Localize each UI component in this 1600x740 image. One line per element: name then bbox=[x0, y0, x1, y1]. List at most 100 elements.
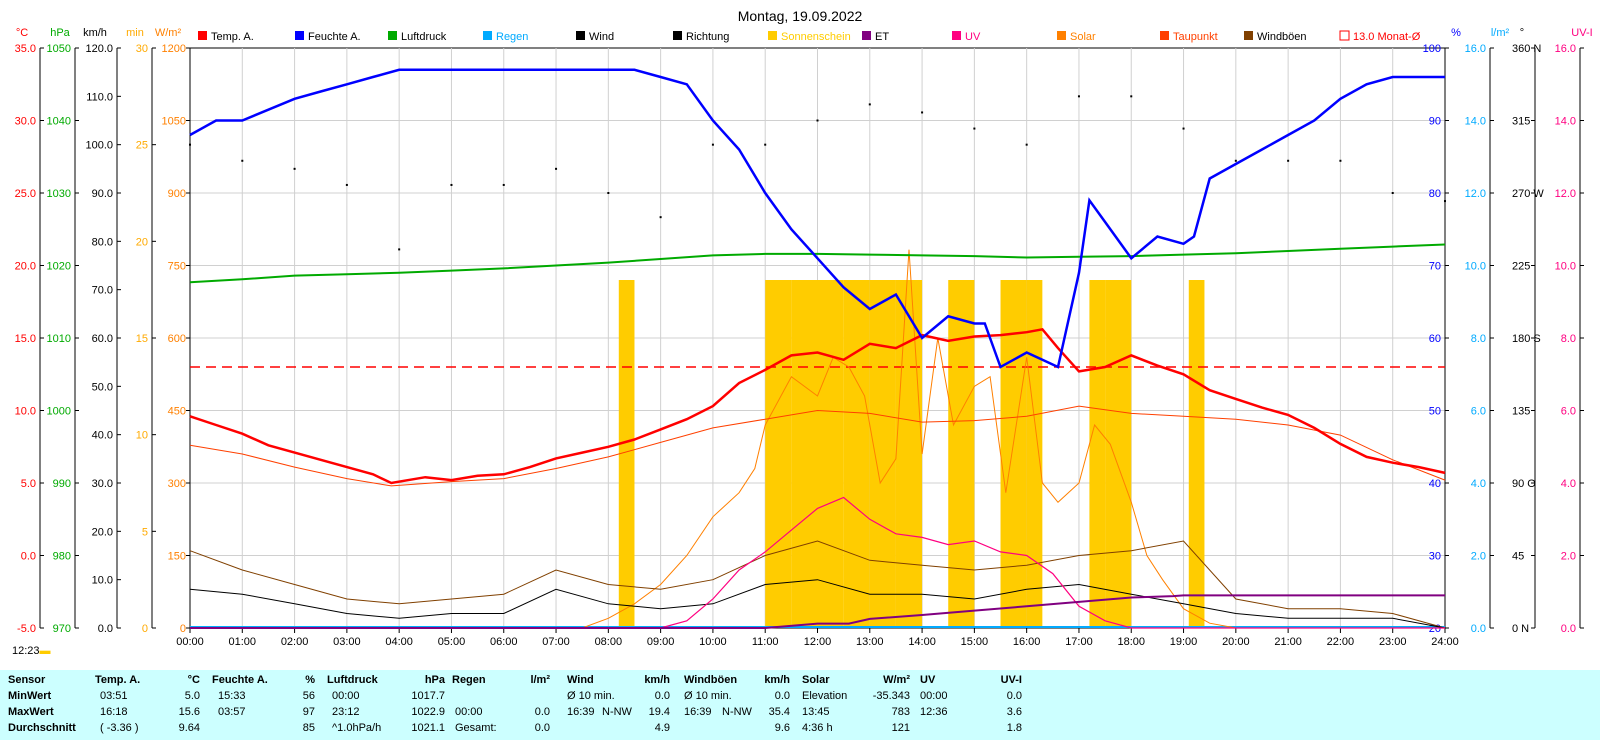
stats-value-uv: 0.0 bbox=[1006, 690, 1022, 702]
axis-tick-label-solar: 300 bbox=[168, 478, 186, 490]
direction-point bbox=[1025, 143, 1028, 146]
axis-tick-label-temp: 5.0 bbox=[21, 478, 36, 490]
axis-tick-label-uv: 4.0 bbox=[1561, 478, 1576, 490]
stats-unit-hum: % bbox=[305, 674, 315, 686]
axis-tick-label-temp: 10.0 bbox=[15, 406, 36, 418]
x-tick-label: 10:00 bbox=[699, 636, 727, 648]
axis-tick-label-wind: 60.0 bbox=[92, 333, 113, 345]
axis-tick-label-sun: 20 bbox=[136, 236, 148, 248]
x-tick-label: 06:00 bbox=[490, 636, 518, 648]
legend-swatch bbox=[862, 31, 871, 40]
axis-tick-label-wind: 40.0 bbox=[92, 430, 113, 442]
current-time-marker: 12:23▬ bbox=[12, 645, 51, 657]
stats-time-rain: Gesamt: bbox=[455, 722, 497, 734]
axis-tick-label-wind: 110.0 bbox=[86, 91, 113, 103]
temperature-line bbox=[189, 327, 1446, 485]
axis-tick-label-hum: 50 bbox=[1429, 406, 1441, 418]
axis-tick-label-press: 1020 bbox=[47, 261, 71, 273]
wind-line bbox=[189, 579, 1446, 629]
direction-point bbox=[1391, 192, 1394, 194]
axis-tick-label-dir: 45 bbox=[1512, 551, 1524, 563]
axis-unit-dir: ° bbox=[1520, 27, 1524, 39]
stats-time-rain: 00:00 bbox=[455, 706, 483, 718]
series bbox=[189, 68, 1446, 629]
axis-unit-uv: UV-I bbox=[1571, 27, 1592, 39]
axis-unit-solar: W/m² bbox=[155, 27, 182, 39]
axis-tick-label-solar: 450 bbox=[168, 406, 186, 418]
x-tick-label: 18:00 bbox=[1117, 636, 1145, 648]
axis-tick-label-temp: 0.0 bbox=[21, 551, 36, 563]
axis-tick-label-dir: 315 bbox=[1512, 116, 1530, 128]
weather-chart: Montag, 19.09.2022 00:00 01:00 02:00 03:00 0… bbox=[15, 8, 1593, 648]
axis-tick-label-uv: 8.0 bbox=[1561, 333, 1576, 345]
legend-swatch bbox=[198, 31, 207, 40]
axis-tick-label-solar: 1200 bbox=[162, 43, 186, 55]
x-tick-label: 16:00 bbox=[1013, 636, 1041, 648]
stats-unit-gust: km/h bbox=[764, 674, 790, 686]
stats-value-gust: 9.6 bbox=[774, 722, 790, 734]
stats-time-temp: 16:18 bbox=[100, 706, 128, 718]
axis-unit-sun: min bbox=[126, 27, 144, 39]
legend-swatch bbox=[1244, 31, 1253, 40]
stats-value-rain: 0.0 bbox=[534, 722, 550, 734]
stats-value-gust: 0.0 bbox=[774, 690, 790, 702]
direction-point bbox=[1182, 127, 1185, 130]
axis-tick-label-uv: 12.0 bbox=[1555, 188, 1576, 200]
sunshine-bar bbox=[791, 280, 818, 628]
stats-value-hum: 85 bbox=[302, 722, 315, 734]
direction-point bbox=[293, 167, 296, 170]
legend-label: ET bbox=[875, 31, 889, 43]
axis-tick-label-rain: 12.0 bbox=[1465, 188, 1486, 200]
legend-swatch bbox=[388, 31, 397, 40]
stats-time-hum: 03:57 bbox=[218, 706, 246, 718]
legend-label: Solar bbox=[1070, 31, 1096, 43]
axis-tick-label-dir: 135 bbox=[1512, 406, 1530, 418]
stats-unit-temp: °C bbox=[187, 674, 200, 686]
axis-tick-label-press: 970 bbox=[53, 623, 71, 635]
x-tick-label: 09:00 bbox=[647, 636, 675, 648]
axis-tick-label-dir: 90 O bbox=[1512, 478, 1536, 490]
direction-point bbox=[1130, 95, 1133, 98]
direction-point bbox=[659, 216, 662, 219]
axis-tick-label-rain: 8.0 bbox=[1471, 333, 1486, 345]
direction-point bbox=[973, 127, 976, 130]
stats-row-label: Durchschnitt bbox=[8, 722, 76, 734]
direction-point bbox=[398, 248, 401, 251]
sunshine-bar bbox=[948, 280, 975, 628]
axis-tick-label-press: 1050 bbox=[47, 43, 71, 55]
axis-tick-label-dir: 225 bbox=[1512, 261, 1530, 273]
direction-point bbox=[711, 143, 714, 146]
legend-label: Taupunkt bbox=[1173, 31, 1218, 43]
axis-tick-label-uv: 10.0 bbox=[1555, 261, 1576, 273]
stats-time-gust: Ø 10 min. bbox=[684, 690, 732, 702]
stats-unit-rain: l/m² bbox=[530, 674, 550, 686]
stats-value-wind: 4.9 bbox=[654, 722, 670, 734]
x-tick-label: 11:00 bbox=[752, 636, 779, 648]
axis-tick-label-temp: 20.0 bbox=[15, 261, 36, 273]
axis-tick-label-wind: 10.0 bbox=[92, 575, 113, 587]
axis-tick-label-rain: 14.0 bbox=[1465, 116, 1486, 128]
sunshine-bar bbox=[1188, 280, 1205, 628]
legend-label: UV bbox=[965, 31, 981, 43]
chart-title: Montag, 19.09.2022 bbox=[738, 8, 863, 24]
sunshine-bar bbox=[817, 280, 844, 628]
stats-unit-wind: km/h bbox=[644, 674, 670, 686]
axis-tick-label-dir: 270 W bbox=[1512, 188, 1544, 200]
legend-swatch bbox=[576, 31, 585, 40]
stats-value-temp: 5.0 bbox=[184, 690, 200, 702]
sunshine-bar bbox=[869, 280, 896, 628]
stats-value-uv: 3.6 bbox=[1006, 706, 1022, 718]
axis-tick-label-dir: 360 N bbox=[1512, 43, 1541, 55]
direction-point bbox=[868, 103, 871, 106]
axis-tick-label-solar: 600 bbox=[168, 333, 186, 345]
axis-tick-label-wind: 70.0 bbox=[92, 285, 113, 297]
legend-label: Temp. A. bbox=[211, 31, 254, 43]
legend-label: Regen bbox=[496, 31, 528, 43]
axis-tick-label-rain: 4.0 bbox=[1471, 478, 1486, 490]
stats-header-rain: Regen bbox=[452, 674, 486, 686]
uv-line bbox=[190, 496, 1445, 629]
direction-point bbox=[1234, 159, 1237, 162]
legend-label: Sonnenschein bbox=[781, 31, 851, 43]
direction-point bbox=[921, 111, 924, 114]
solar-line bbox=[190, 249, 1445, 629]
